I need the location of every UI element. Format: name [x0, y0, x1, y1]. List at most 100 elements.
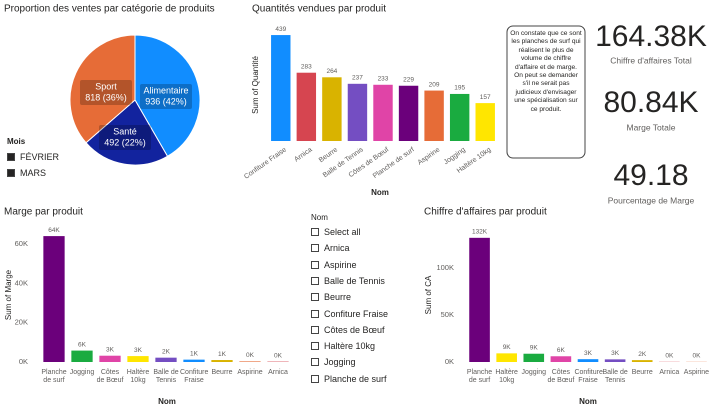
value-label: 132K — [472, 229, 488, 236]
bar — [631, 360, 653, 362]
slice-value: 818 (36%) — [85, 92, 127, 102]
x-tick-label: Arnica — [268, 369, 288, 376]
value-label: 0K — [274, 352, 283, 359]
checkbox[interactable] — [311, 244, 319, 253]
note-text: On constate que ce sont les planches de … — [510, 30, 582, 113]
slicer-item[interactable]: Balle de Tennis — [311, 276, 385, 286]
item-label: Confiture Fraise — [324, 308, 389, 319]
slice-label-box — [140, 84, 192, 109]
slicer-item[interactable]: Côtes de Bœuf — [311, 325, 385, 335]
checkbox[interactable] — [7, 169, 15, 177]
value-label: 195 — [454, 85, 465, 92]
checkbox[interactable] — [311, 309, 319, 318]
x-tick-label: Planche de surf — [41, 369, 67, 384]
slicer-item[interactable]: Planche de surf — [311, 374, 387, 384]
value-label: 2K — [162, 348, 171, 355]
chart-title: Marge par produit — [4, 207, 83, 218]
bar — [322, 77, 342, 141]
bar — [183, 359, 205, 362]
slicer-item[interactable]: Arnica — [311, 243, 350, 253]
bar — [271, 35, 291, 141]
x-tick-label: Haltère 10kg — [495, 369, 518, 384]
slicer-item[interactable]: Select all — [311, 227, 361, 237]
value-label: 209 — [429, 81, 440, 88]
slicer-item[interactable]: FÉVRIER — [7, 152, 59, 162]
x-tick-label: Haltère 10kg — [126, 369, 150, 384]
slicer-item[interactable]: Haltère 10kg — [311, 341, 375, 351]
x-tick-label: Aspirine — [237, 369, 263, 376]
bar — [604, 359, 626, 362]
slice-label-box — [99, 125, 151, 150]
y-tick-label: 60K — [15, 239, 28, 248]
checkbox[interactable] — [311, 358, 319, 367]
value-label: 0K — [665, 353, 674, 360]
x-tick-label: Balle de Tennis — [153, 369, 179, 384]
value-label: 229 — [403, 76, 414, 83]
x-tick-label: Balle de Tennis — [602, 369, 628, 384]
value-label: 3K — [584, 350, 593, 357]
x-axis-label: Nom — [371, 188, 389, 197]
value-label: 1K — [190, 350, 199, 357]
bar — [424, 90, 444, 141]
value-label: 9K — [503, 344, 512, 351]
value-label: 237 — [352, 75, 363, 82]
checkbox[interactable] — [311, 342, 319, 351]
checkbox[interactable] — [311, 228, 319, 236]
bar — [43, 236, 65, 362]
slicer-item[interactable]: Jogging — [311, 357, 356, 367]
x-tick-label: Planche de surf — [466, 369, 493, 384]
bar — [211, 360, 233, 362]
value-label: 3K — [134, 347, 143, 354]
value-label: 3K — [611, 350, 620, 357]
bar — [398, 85, 419, 141]
value-label: 264 — [326, 68, 337, 75]
chart-title: Quantités vendues par produit — [252, 4, 386, 15]
value-label: 283 — [301, 63, 312, 70]
slicer-item[interactable]: Aspirine — [311, 260, 357, 270]
y-axis-label: Sum of CA — [424, 275, 433, 314]
slice-value: 492 (22%) — [104, 137, 146, 147]
slicer-item[interactable]: Confiture Fraise — [311, 309, 388, 319]
checkbox[interactable] — [311, 276, 319, 285]
value-label: 157 — [480, 94, 491, 101]
pie-slice — [85, 99, 169, 166]
value-label: 0K — [246, 352, 255, 359]
checkbox[interactable] — [311, 293, 319, 302]
x-tick-label: Arnica — [293, 146, 313, 163]
x-tick-label: Côtes de Bœuf — [547, 369, 575, 384]
item-label: Balle de Tennis — [324, 275, 385, 286]
x-tick-label: Beurre — [631, 369, 653, 376]
y-tick-label: 50K — [441, 310, 454, 319]
item-label: Beurre — [324, 292, 352, 303]
value-label: 1K — [218, 351, 227, 358]
bar — [71, 350, 93, 362]
value-label: 6K — [557, 347, 566, 354]
pie-slice — [134, 34, 201, 157]
bar — [373, 84, 393, 141]
bar — [99, 355, 121, 362]
checkbox[interactable] — [311, 374, 319, 383]
slicer-item[interactable]: MARS — [7, 168, 46, 178]
checkbox[interactable] — [311, 325, 319, 334]
chart-title: Chiffre d'affaires par produit — [424, 207, 547, 218]
chart-title: Proportion des ventes par catégorie de p… — [4, 4, 215, 15]
slice-label-box — [80, 80, 132, 105]
item-label: Haltère 10kg — [324, 341, 376, 352]
checkbox[interactable] — [311, 260, 319, 269]
y-tick-label: 0K — [445, 357, 454, 366]
y-axis-label: Sum of Marge — [4, 269, 13, 320]
y-tick-label: 40K — [15, 278, 28, 287]
card-value: 49.18 — [613, 159, 688, 192]
value-label: 6K — [78, 341, 87, 348]
bar — [155, 357, 177, 362]
slicer-item[interactable]: Beurre — [311, 292, 351, 302]
item-label: FÉVRIER — [20, 152, 60, 162]
bar — [550, 356, 572, 362]
slicer-title: Mois — [7, 137, 26, 146]
item-label: MARS — [20, 168, 47, 178]
checkbox[interactable] — [7, 153, 15, 161]
bar — [127, 356, 149, 362]
value-label: 439 — [275, 26, 286, 33]
